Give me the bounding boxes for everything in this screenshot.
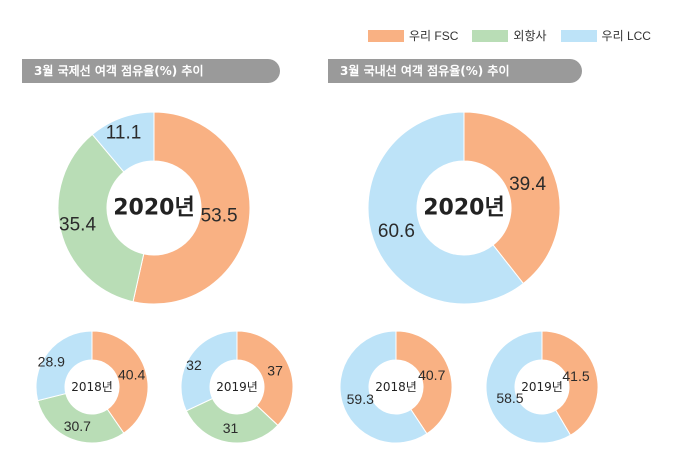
center-label: 2019년	[216, 380, 258, 394]
donut-slice	[541, 330, 599, 436]
legend-label-foreign: 외항사	[513, 29, 547, 43]
donut-slice	[463, 111, 561, 285]
data-label: 58.5	[496, 390, 523, 406]
legend-item-fsc: 우리 FSC	[368, 27, 458, 44]
data-label: 59.3	[347, 391, 374, 407]
domestic-panel-title: 3월 국내선 여객 점유율(%) 추이	[328, 59, 582, 83]
donut-chart-international-2018년: 40.4 30.7 28.9 2018년	[35, 330, 149, 444]
donut-chart-international-2020년: 53.5 35.4 11.1 2020년	[57, 111, 251, 305]
legend-item-foreign: 외항사	[472, 27, 547, 44]
donut-slice	[185, 397, 279, 444]
donut-slice	[236, 330, 294, 427]
data-label: 60.6	[378, 221, 415, 242]
center-label: 2019년	[521, 380, 563, 394]
center-label: 2018년	[375, 380, 417, 394]
data-label: 32	[186, 357, 202, 373]
donut-slice	[180, 330, 238, 412]
donut-slice	[57, 133, 145, 303]
legend: 우리 FSC 외항사 우리 LCC	[368, 27, 665, 44]
data-label: 53.5	[201, 205, 238, 226]
data-label: 31	[223, 420, 239, 436]
data-label: 30.7	[64, 418, 91, 434]
donut-chart-domestic-2020년: 39.4 60.6 2020년	[367, 111, 561, 305]
donut-slice	[485, 330, 572, 444]
center-label: 2020년	[423, 196, 504, 221]
legend-swatch-lcc	[560, 29, 597, 42]
donut-slice	[367, 111, 525, 305]
data-label: 37	[267, 363, 283, 379]
donut-slice	[339, 330, 428, 444]
donut-slice	[91, 330, 149, 434]
data-label: 11.1	[106, 122, 142, 143]
international-panel-title: 3월 국제선 여객 점유율(%) 추이	[22, 59, 280, 83]
legend-label-fsc: 우리 FSC	[409, 29, 459, 43]
data-label: 35.4	[59, 214, 96, 235]
donut-chart-international-2019년: 37 31 32 2019년	[180, 330, 294, 444]
data-label: 39.4	[509, 174, 546, 195]
donut-slice	[37, 392, 125, 444]
center-label: 2018년	[71, 380, 113, 394]
donut-slice	[91, 111, 155, 173]
legend-swatch-foreign	[472, 29, 509, 42]
donut-slice	[395, 330, 453, 435]
donut-slice	[132, 111, 251, 305]
legend-label-lcc: 우리 LCC	[601, 29, 651, 43]
legend-swatch-fsc	[368, 29, 404, 42]
data-label: 41.5	[562, 368, 589, 384]
data-label: 28.9	[38, 353, 65, 369]
data-label: 40.4	[118, 367, 145, 383]
legend-item-lcc: 우리 LCC	[560, 27, 651, 44]
center-label: 2020년	[113, 196, 194, 221]
donut-slice	[35, 330, 93, 402]
data-label: 40.7	[418, 367, 445, 383]
